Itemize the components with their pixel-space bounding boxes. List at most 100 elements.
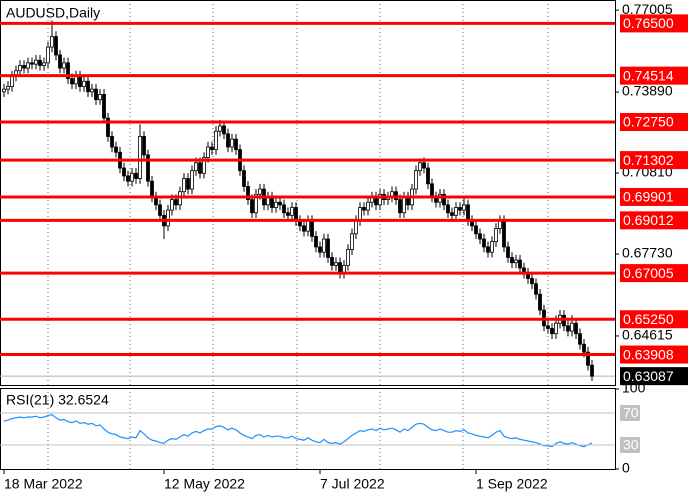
candle-body [566,325,570,332]
level-label-box [620,405,640,421]
candle-body [242,170,246,187]
level-label: 70 [623,405,639,421]
candle-body [142,136,146,156]
chart-title: AUDUSD,Daily [6,5,100,21]
candle-body [502,220,506,248]
candle-body [146,154,150,182]
candle-body [486,246,490,253]
candle-body [86,80,90,93]
candle-body [30,62,34,65]
candle-body [554,322,558,335]
candle-body [458,207,462,211]
candle-body [6,86,10,90]
y-tick-label: 100 [622,380,646,396]
candle-body [46,46,50,64]
candle-body [454,207,458,216]
candle-body [26,62,30,69]
candle-body [426,167,430,185]
candle-body [514,259,518,264]
candle-body [430,183,434,198]
candle-body [334,262,338,266]
candle-body [278,201,282,206]
candle-body [482,238,486,248]
candle-body [182,178,186,193]
level-label-box [620,66,688,85]
candle-body [94,88,98,101]
candle-body [170,199,174,211]
level-label: 0.67005 [623,265,674,281]
candle-body [198,162,202,174]
candle-body [102,94,106,119]
candle-body [490,241,494,253]
candle-body [354,220,358,235]
level-label: 30 [623,437,639,453]
candle-body [414,170,418,190]
candle-body [346,249,350,266]
candle-body [422,162,426,169]
candle-body [510,257,514,264]
indicator-title: RSI(21) 32.6524 [6,392,109,408]
candle-body [478,233,482,240]
candle-body [106,117,110,137]
candle-body [418,162,422,172]
candle-body [62,62,66,69]
y-tick-label: 0.67730 [622,245,673,261]
candle-body [42,62,46,66]
candle-body [314,236,318,248]
candle-body [518,259,522,269]
candle-body [282,204,286,214]
candle-body [10,75,14,87]
level-label: 0.69901 [623,189,674,205]
candle-body [466,204,470,222]
y-tick-label: 0 [622,460,630,476]
candle-body [378,193,382,206]
candle-body [174,199,178,206]
candle-body [398,199,402,214]
candle-body [286,212,290,216]
candle-body [546,325,550,329]
candle-body [130,172,134,182]
last-price-box [620,367,688,386]
level-label: 0.76500 [623,15,674,31]
candle-body [22,65,26,69]
candle-body [442,193,446,206]
candle-body [570,322,574,332]
level-label-box [620,264,688,283]
candle-body [18,65,22,72]
level-label-box [620,113,688,132]
candle-body [50,36,54,48]
candle-body [190,170,194,190]
price-panel-frame [0,0,616,386]
candle-body [2,88,6,93]
candle-body [246,186,250,201]
candle-body [586,351,590,366]
candle-body [270,196,274,208]
y-tick-label: 0.64615 [622,327,673,343]
candle-body [402,196,406,214]
candle-body [70,78,74,85]
candle-body [310,220,314,237]
candle-body [218,125,222,132]
candle-body [230,138,234,148]
candle-body [590,364,594,377]
level-label: 0.72750 [623,114,674,130]
candle-body [574,322,578,335]
candle-body [254,193,258,214]
candle-body [306,220,310,232]
candle-body [366,201,370,211]
candle-body [38,59,42,66]
x-tick-label: 12 May 2022 [164,476,245,492]
candle-body [110,136,114,148]
candle-body [326,238,330,258]
candle-body [122,167,126,177]
level-label: 0.74514 [623,67,674,83]
candle-body [474,225,478,235]
candle-body [222,125,226,135]
candle-body [78,75,82,87]
candle-body [330,257,334,266]
candle-body [550,328,554,335]
candle-body [318,246,322,253]
candle-body [98,94,102,101]
candle-body [258,188,262,195]
